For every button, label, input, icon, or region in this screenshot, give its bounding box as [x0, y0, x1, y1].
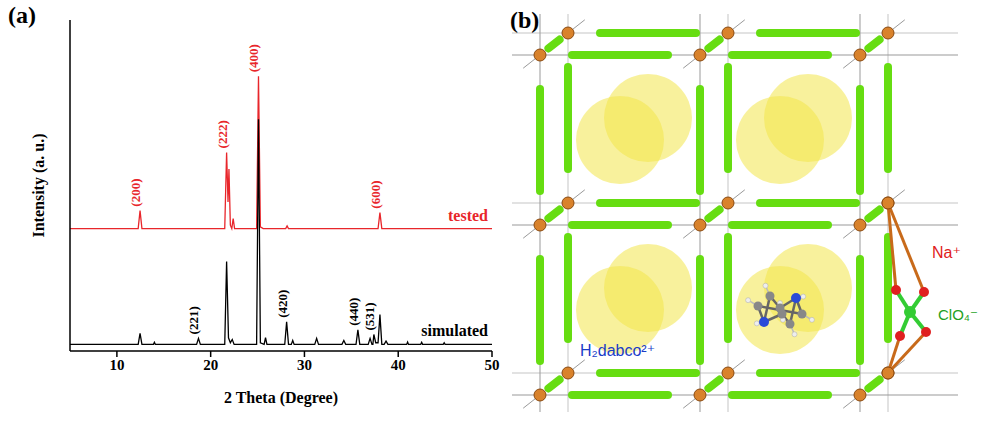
svg-text:tested: tested — [448, 207, 488, 224]
svg-text:(222): (222) — [215, 120, 230, 148]
svg-text:Intensity (a. u.): Intensity (a. u.) — [30, 133, 48, 237]
svg-text:10: 10 — [109, 357, 124, 373]
svg-text:(200): (200) — [128, 178, 143, 206]
svg-text:20: 20 — [203, 357, 218, 373]
svg-text:30: 30 — [297, 357, 312, 373]
svg-text:H₂dabco²⁺: H₂dabco²⁺ — [580, 342, 655, 359]
svg-text:(600): (600) — [368, 180, 383, 208]
html-text:(a): (a) — [8, 2, 36, 28]
svg-text:Na⁺: Na⁺ — [932, 244, 961, 261]
svg-text:40: 40 — [391, 357, 406, 373]
svg-text:(b): (b) — [510, 7, 539, 33]
svg-text:ClO₄⁻: ClO₄⁻ — [938, 306, 978, 323]
svg-text:(440): (440) — [346, 298, 361, 326]
svg-text:(400): (400) — [246, 44, 261, 72]
svg-text:2 Theta (Degree): 2 Theta (Degree) — [224, 389, 338, 407]
svg-text:(531): (531) — [362, 302, 377, 330]
svg-text:50: 50 — [485, 357, 500, 373]
svg-text:simulated: simulated — [421, 322, 488, 339]
svg-text:(420): (420) — [275, 290, 290, 318]
svg-text:(221): (221) — [186, 306, 201, 334]
